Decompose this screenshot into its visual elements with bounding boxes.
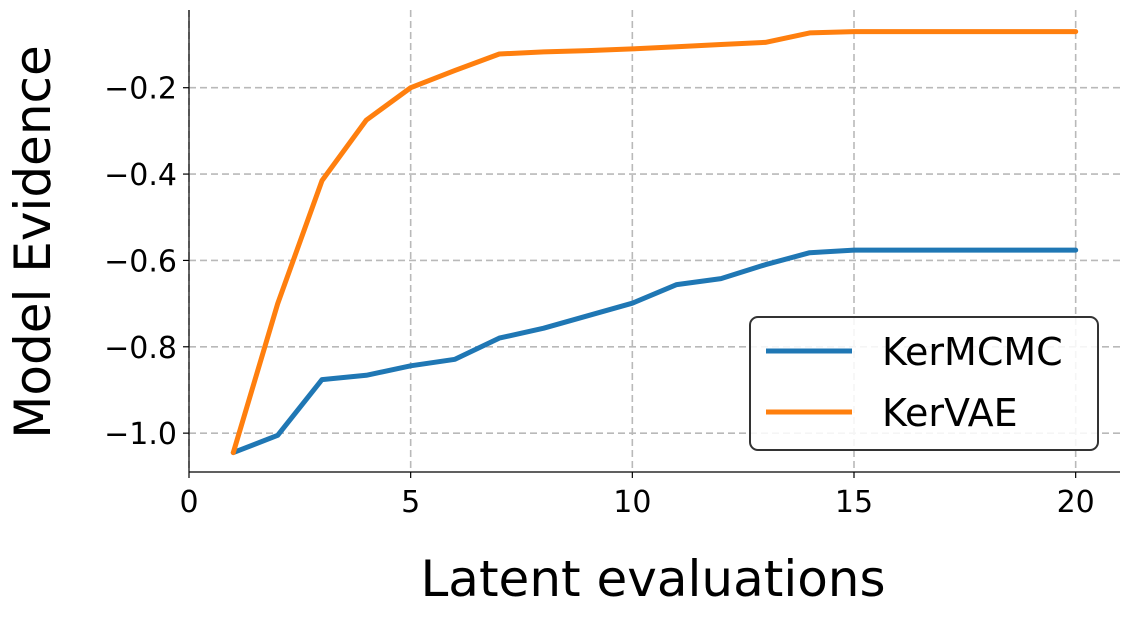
series-line-kervae — [230, 29, 1079, 456]
axes-spines — [188, 10, 1120, 473]
x-tick-label-2: 10 — [613, 485, 651, 520]
x-tick-label-1: 5 — [401, 485, 420, 520]
y-tick-label-3: −0.4 — [104, 158, 177, 193]
x-tick-label-0: 0 — [179, 485, 198, 520]
grid — [188, 10, 1120, 472]
series-lines — [230, 29, 1079, 456]
legend-label-kermcmc: KerMCMC — [882, 330, 1063, 374]
legend: KerMCMC KerVAE — [749, 316, 1099, 451]
x-tick-label-3: 15 — [835, 485, 873, 520]
axis-ticks: 0 5 10 15 20 −1.0 −0.8 −0.6 −0.4 −0.2 — [104, 72, 1095, 520]
y-tick-label-4: −0.2 — [104, 72, 177, 107]
y-axis-title: Model Evidence — [4, 45, 62, 439]
y-tick-label-0: −1.0 — [104, 417, 177, 452]
x-axis-title: Latent evaluations — [420, 550, 885, 608]
series-line-kermcmc — [230, 247, 1079, 456]
x-tick-label-4: 20 — [1057, 485, 1095, 520]
y-tick-label-1: −0.8 — [104, 331, 177, 366]
legend-label-kervae: KerVAE — [882, 391, 1018, 435]
y-tick-label-2: −0.6 — [104, 244, 177, 279]
